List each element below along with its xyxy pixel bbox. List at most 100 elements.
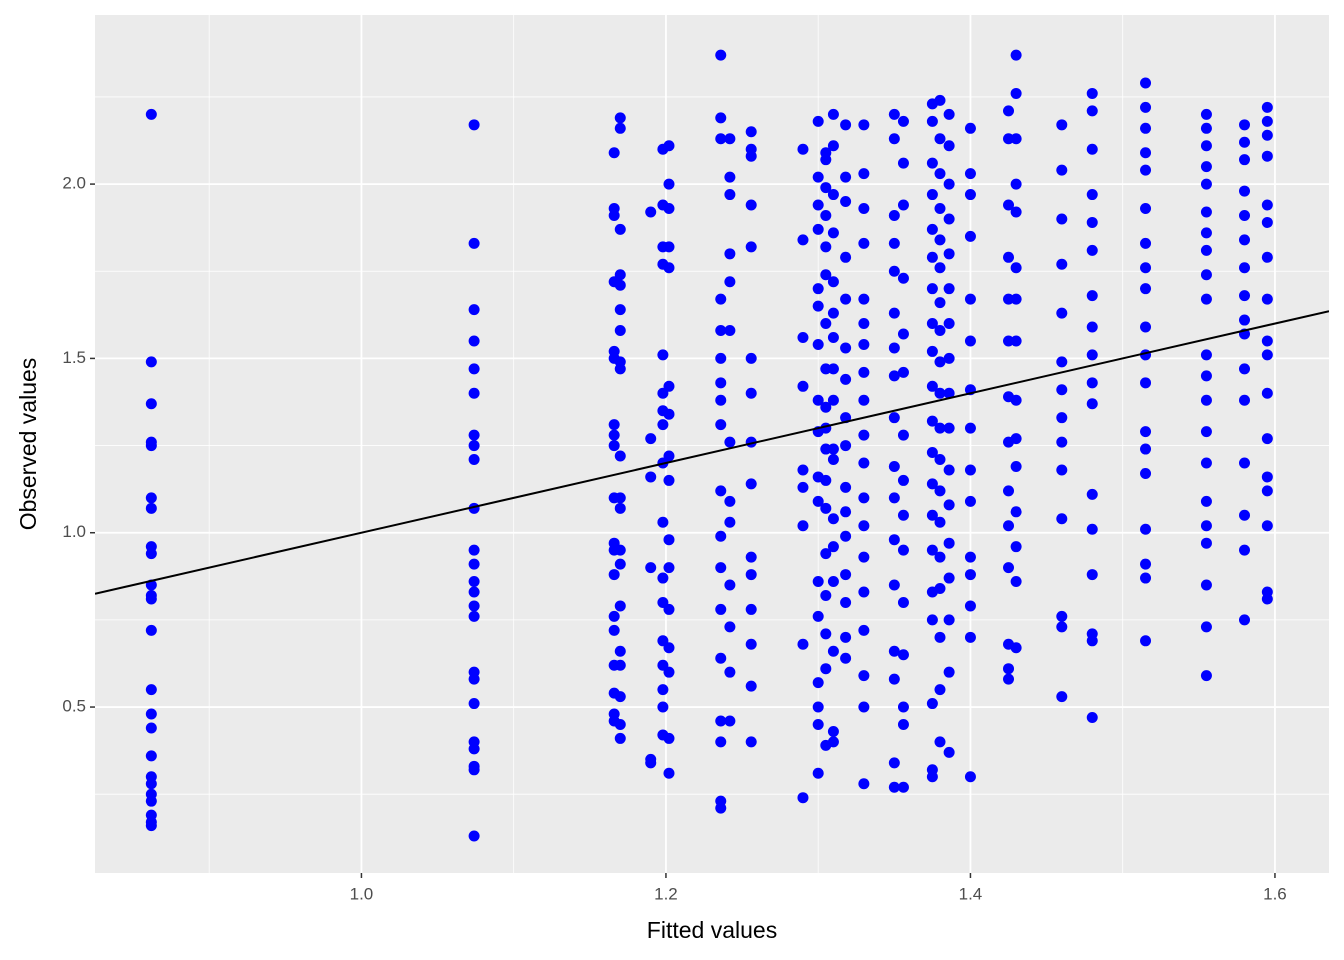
- point: [943, 537, 955, 549]
- point: [797, 331, 809, 343]
- point: [468, 429, 480, 441]
- point: [145, 624, 157, 636]
- point: [897, 429, 909, 441]
- point: [926, 447, 938, 459]
- point: [827, 443, 839, 455]
- point: [608, 624, 620, 636]
- point: [934, 202, 946, 214]
- point: [1086, 349, 1098, 361]
- point: [926, 771, 938, 783]
- point: [663, 666, 675, 678]
- point: [1086, 244, 1098, 256]
- point: [715, 802, 727, 814]
- point: [1010, 49, 1022, 61]
- point: [827, 454, 839, 466]
- point: [715, 377, 727, 389]
- point: [1239, 234, 1251, 246]
- point: [1200, 426, 1212, 438]
- point: [715, 325, 727, 337]
- point: [897, 366, 909, 378]
- point: [1261, 433, 1273, 445]
- point: [614, 363, 626, 375]
- point: [827, 725, 839, 737]
- point: [1200, 122, 1212, 134]
- point: [745, 603, 757, 615]
- point: [1140, 101, 1152, 113]
- point: [1056, 412, 1068, 424]
- point: [145, 502, 157, 514]
- point: [858, 457, 870, 469]
- point: [840, 342, 852, 354]
- point: [614, 502, 626, 514]
- point: [724, 133, 736, 145]
- point: [1086, 105, 1098, 117]
- point: [1261, 349, 1273, 361]
- point: [943, 464, 955, 476]
- point: [724, 579, 736, 591]
- point: [614, 691, 626, 703]
- point: [897, 328, 909, 340]
- point: [827, 394, 839, 406]
- point: [468, 363, 480, 375]
- point: [797, 638, 809, 650]
- point: [964, 551, 976, 563]
- point: [657, 419, 669, 431]
- point: [1003, 199, 1015, 211]
- point: [614, 450, 626, 462]
- point: [614, 122, 626, 134]
- point: [926, 283, 938, 295]
- point: [663, 380, 675, 392]
- point: [468, 610, 480, 622]
- point: [468, 304, 480, 316]
- point: [812, 677, 824, 689]
- point: [715, 736, 727, 748]
- point: [858, 624, 870, 636]
- point: [943, 746, 955, 758]
- point: [858, 168, 870, 180]
- point: [645, 562, 657, 574]
- point: [812, 767, 824, 779]
- point: [888, 412, 900, 424]
- point: [1086, 216, 1098, 228]
- point: [663, 732, 675, 744]
- y-axis-title: Observed values: [15, 358, 41, 531]
- point: [1200, 244, 1212, 256]
- point: [858, 670, 870, 682]
- point: [614, 492, 626, 504]
- x-tick-label: 1.2: [654, 884, 678, 903]
- point: [745, 241, 757, 253]
- point: [888, 370, 900, 382]
- point: [745, 478, 757, 490]
- point: [1003, 562, 1015, 574]
- point: [926, 698, 938, 710]
- point: [715, 715, 727, 727]
- point: [943, 422, 955, 434]
- point: [614, 223, 626, 235]
- point: [1239, 457, 1251, 469]
- point: [926, 544, 938, 556]
- point: [888, 209, 900, 221]
- point: [934, 356, 946, 368]
- point: [745, 569, 757, 581]
- point: [614, 732, 626, 744]
- point: [663, 262, 675, 274]
- point: [964, 230, 976, 242]
- point: [812, 338, 824, 350]
- point: [943, 283, 955, 295]
- point: [943, 614, 955, 626]
- point: [1200, 349, 1212, 361]
- point: [145, 795, 157, 807]
- point: [1261, 101, 1273, 113]
- point: [934, 684, 946, 696]
- point: [897, 509, 909, 521]
- point: [827, 189, 839, 201]
- point: [1003, 673, 1015, 685]
- point: [1261, 520, 1273, 532]
- point: [1056, 621, 1068, 633]
- point: [934, 631, 946, 643]
- point: [614, 325, 626, 337]
- point: [1010, 576, 1022, 588]
- point: [745, 638, 757, 650]
- point: [1140, 147, 1152, 159]
- point: [840, 569, 852, 581]
